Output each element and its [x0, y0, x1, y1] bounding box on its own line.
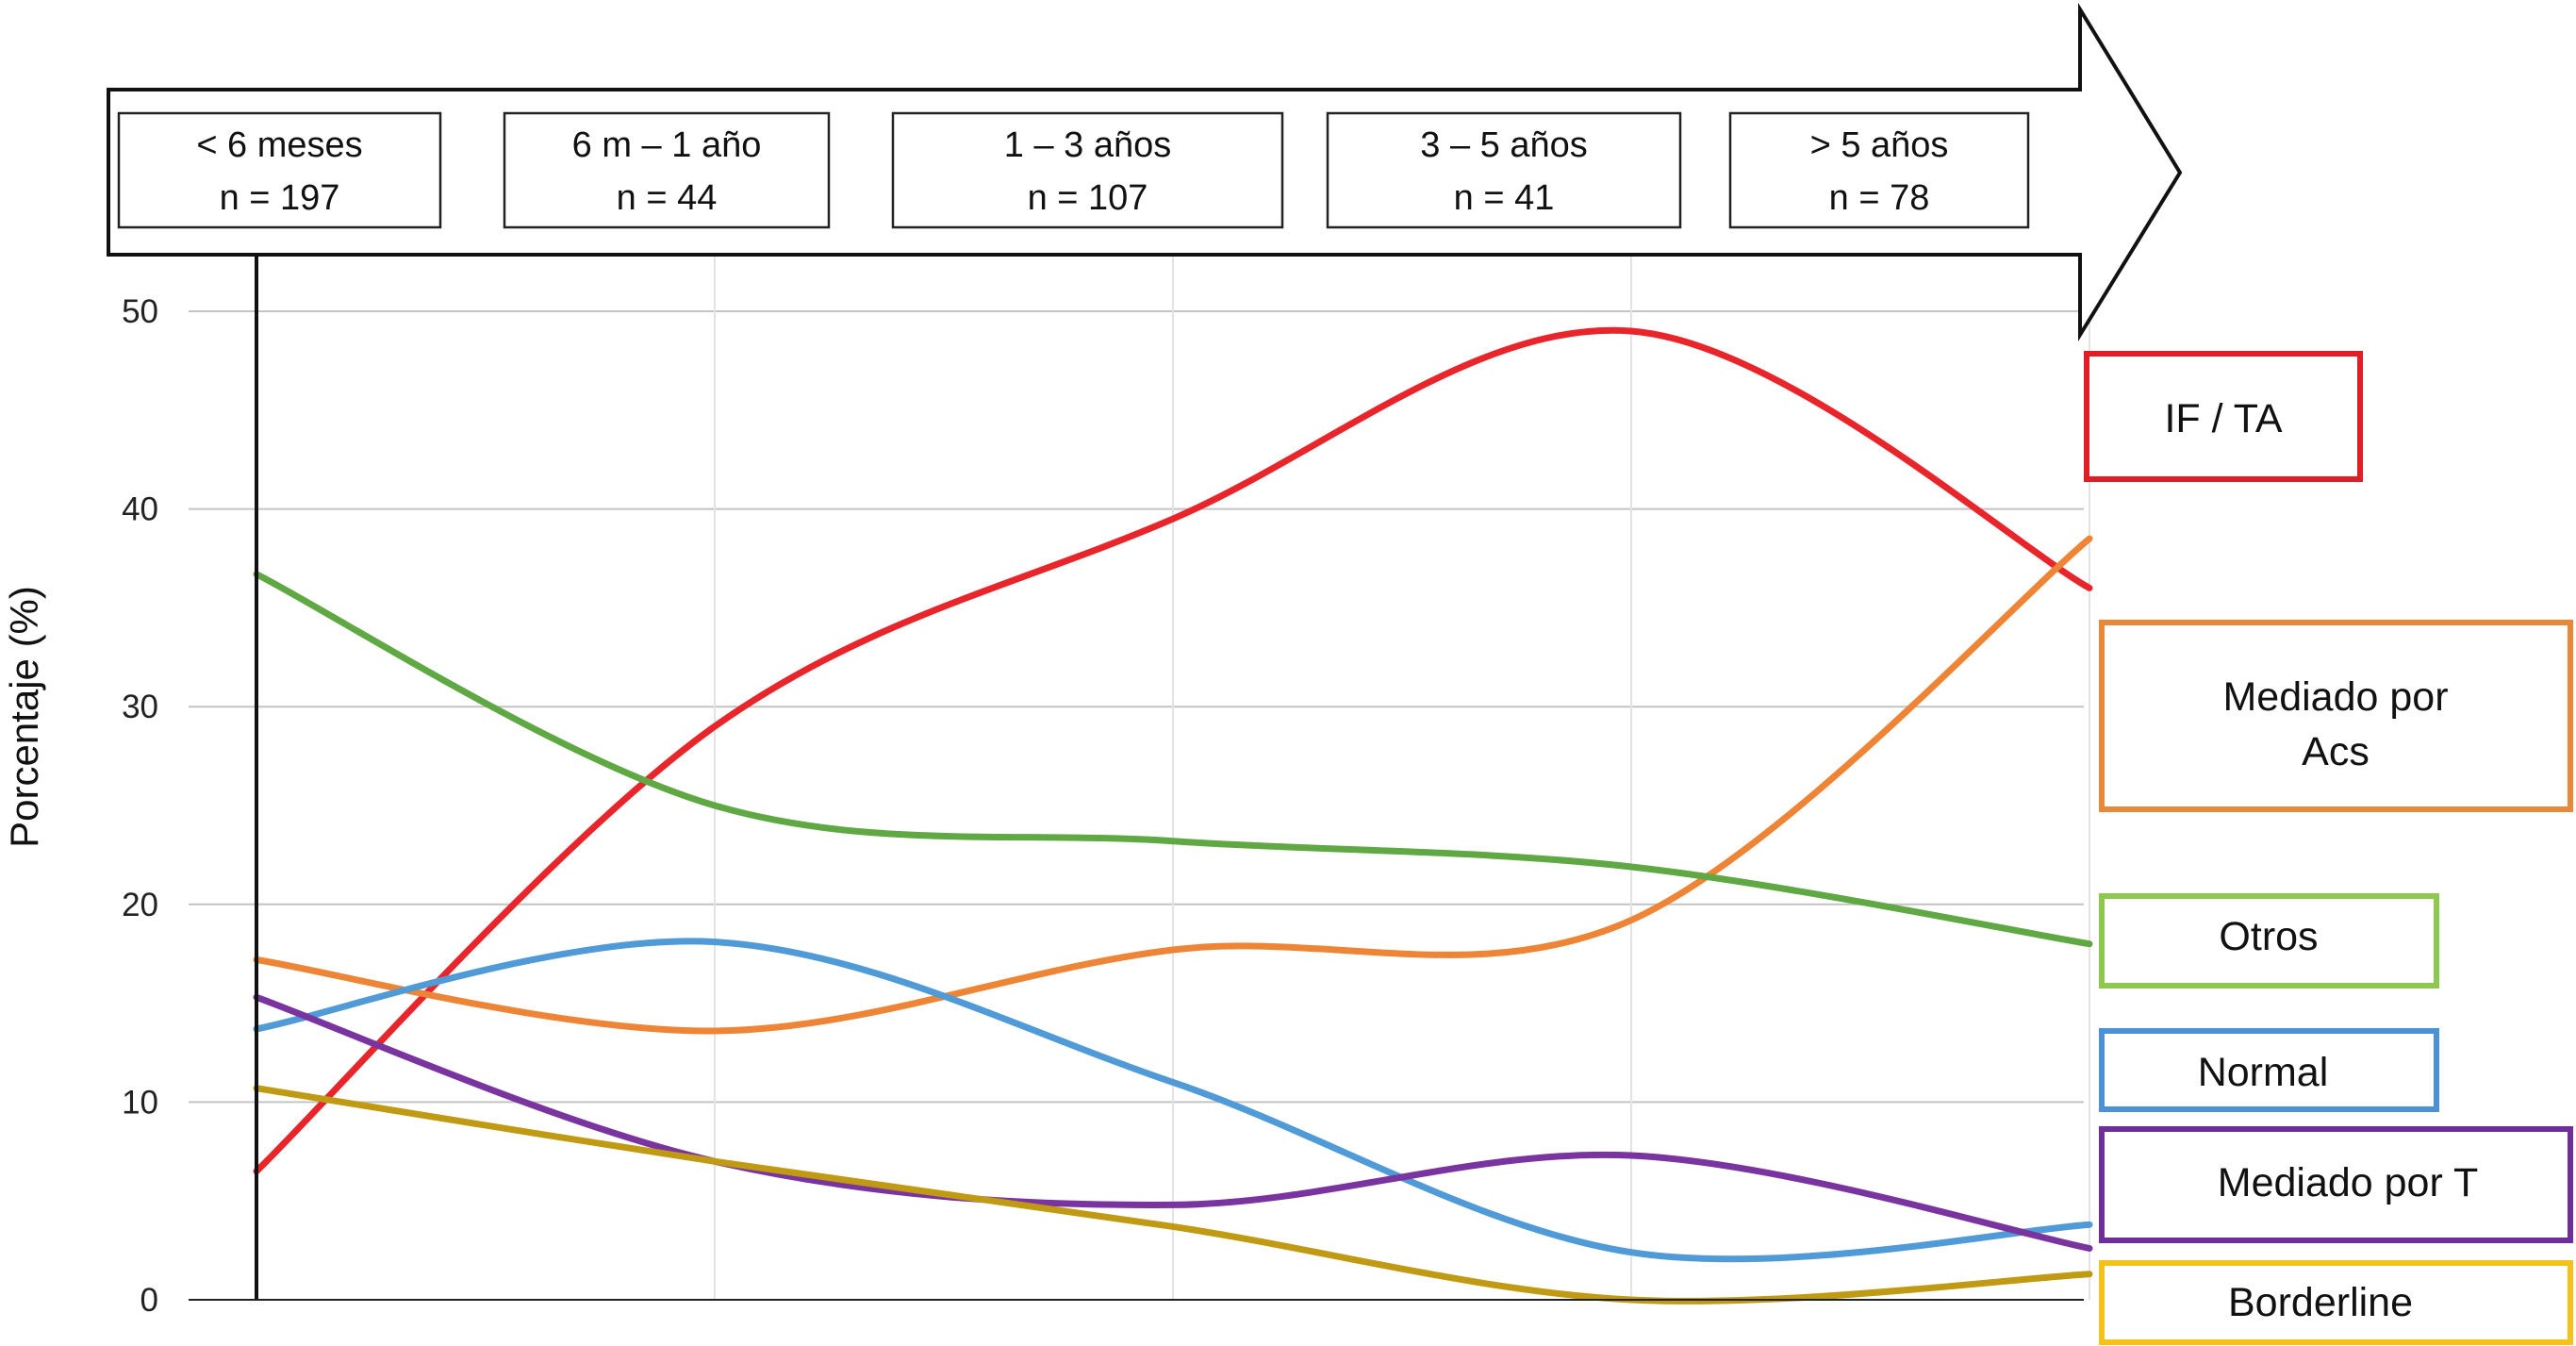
category-count: n = 44 — [617, 178, 718, 218]
category-label: 3 – 5 años — [1420, 125, 1587, 165]
legend-entry: Mediado por T — [2099, 1126, 2573, 1243]
series-lines — [253, 326, 2093, 1304]
legend-entry: Mediado por Acs — [2099, 620, 2573, 812]
category-box: 1 – 3 años n = 107 — [891, 111, 1284, 229]
category-box: 6 m – 1 año n = 44 — [503, 111, 831, 229]
series-line-normal — [253, 938, 2093, 1263]
legend-label: Normal — [2198, 1050, 2329, 1095]
category-box-border — [891, 111, 1284, 229]
legend-label: Borderline — [2228, 1280, 2413, 1325]
series-line-otros — [253, 571, 2093, 948]
legend-box-border — [2084, 351, 2363, 482]
y-tick-label: 0 — [140, 1282, 158, 1319]
y-tick-label: 40 — [122, 491, 158, 528]
category-label: > 5 años — [1810, 125, 1949, 165]
series-line-if-ta — [253, 326, 2093, 1175]
y-axis-label: Porcentaje (%) — [2, 586, 46, 848]
category-count: n = 107 — [1028, 178, 1148, 218]
legend-label: IF / TA — [2164, 396, 2282, 441]
category-label: 6 m – 1 año — [572, 125, 762, 165]
series-line-mediado-por-t — [253, 993, 2093, 1252]
category-count: n = 78 — [1829, 178, 1930, 218]
y-tick-label: 10 — [122, 1084, 158, 1121]
category-box-border — [1728, 111, 2030, 229]
series-line-mediado-por-acs — [253, 535, 2093, 1035]
legend-label: Mediado por — [2222, 674, 2448, 720]
legend-entry: Borderline — [2099, 1260, 2573, 1345]
legend-box-border — [2099, 1260, 2573, 1345]
y-ticks: 0 10 20 30 40 50 — [122, 293, 158, 1319]
category-box-border — [503, 111, 831, 229]
category-box-border — [1326, 111, 1682, 229]
y-tick-label: 50 — [122, 293, 158, 330]
category-count: n = 41 — [1454, 178, 1555, 218]
grid — [189, 255, 2090, 1300]
category-box: > 5 años n = 78 — [1728, 111, 2030, 229]
category-label: < 6 meses — [196, 125, 362, 165]
legend-entry: IF / TA — [2084, 351, 2363, 482]
category-box: < 6 meses n = 197 — [117, 111, 442, 229]
legend-label: Acs — [2302, 729, 2370, 774]
series-line-borderline — [253, 1085, 2093, 1304]
legend-entry: Otros — [2099, 893, 2439, 989]
legend-box-border — [2099, 620, 2573, 812]
timeline-arrow: < 6 meses n = 197 6 m – 1 año n = 44 1 – 3 a… — [107, 2, 2183, 342]
legend-label: Mediado por T — [2218, 1160, 2478, 1205]
y-tick-label: 30 — [122, 689, 158, 725]
legend-entry: Normal — [2099, 1028, 2439, 1112]
category-box-border — [117, 111, 442, 229]
axes — [189, 255, 2084, 1301]
legend-box-border — [2099, 1028, 2439, 1112]
category-count: n = 197 — [220, 178, 340, 218]
legend-label: Otros — [2219, 914, 2318, 959]
category-label: 1 – 3 años — [1004, 125, 1171, 165]
category-box: 3 – 5 años n = 41 — [1326, 111, 1682, 229]
legend-box-border — [2099, 893, 2439, 989]
y-tick-label: 20 — [122, 887, 158, 923]
legend: IF / TA Mediado por Acs Otros Normal Mediado … — [2084, 351, 2573, 1345]
legend-box-border — [2099, 1126, 2573, 1243]
